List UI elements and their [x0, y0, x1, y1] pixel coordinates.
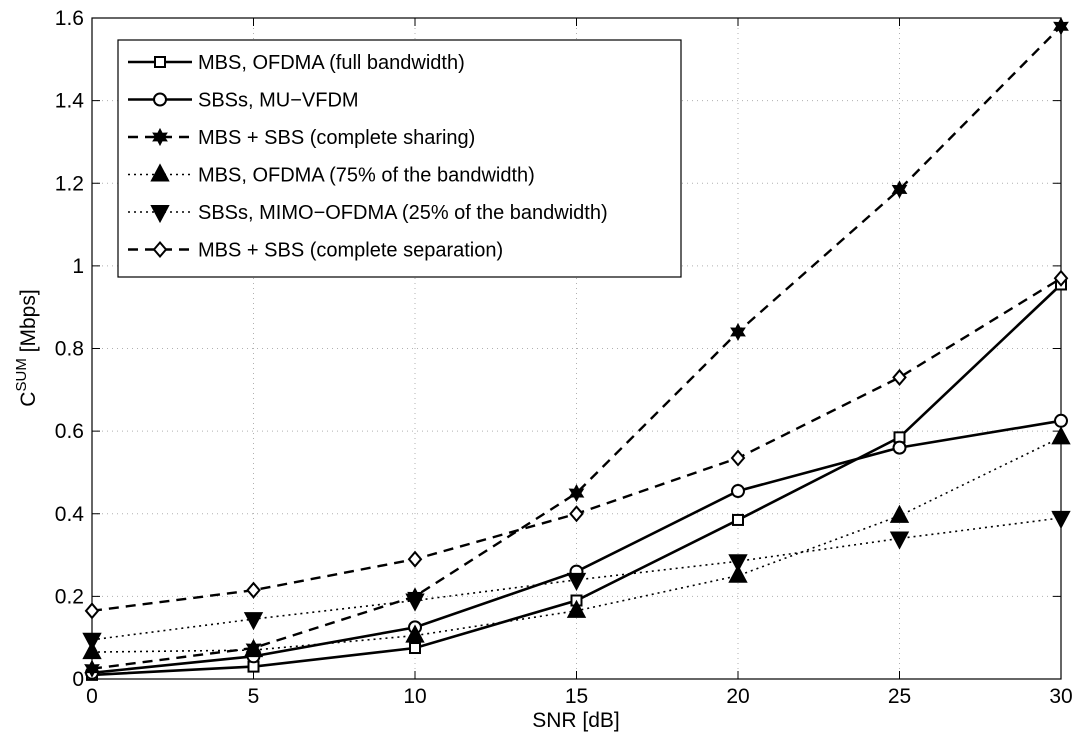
- marker-square: [732, 513, 744, 526]
- x-tick-label: 20: [726, 685, 749, 708]
- legend-item: SBSs, MIMO−OFDMA (25% of the bandwidth): [128, 202, 608, 224]
- x-tick-label: 15: [565, 685, 588, 708]
- marker-triangle-up: [566, 599, 587, 618]
- marker-triangle-up: [405, 624, 425, 643]
- y-tick-label: 1.4: [55, 90, 85, 113]
- y-tick-label: 1.2: [55, 172, 84, 195]
- marker-triangle-down: [1051, 510, 1071, 530]
- marker-hexagram: [568, 484, 585, 503]
- marker-triangle-up: [150, 163, 170, 182]
- legend: MBS, OFDMA (full bandwidth) SBSs, MU−VFDM…: [117, 39, 682, 278]
- legend-label: SBSs, MU−VFDM: [198, 90, 359, 112]
- marker-hexagram: [1053, 17, 1069, 36]
- y-tick-label: 0.2: [55, 585, 84, 608]
- marker-circle: [892, 440, 907, 455]
- legend-item: MBS + SBS (complete separation): [128, 240, 503, 262]
- marker-hexagram: [84, 659, 100, 678]
- series-layer: [82, 17, 1071, 681]
- axes: 0 5 10 15 20 25 30 0 0.2 0.4 0.6 0.8 1 1.2 1.4 1.6: [55, 7, 1073, 708]
- x-axis-label: SNR [dB]: [532, 709, 620, 732]
- series-4: [82, 510, 1071, 651]
- y-axis-label-sup: SUM: [13, 358, 30, 391]
- marker-triangle-down: [82, 632, 102, 651]
- marker-square: [409, 642, 421, 655]
- marker-diamond: [84, 602, 100, 620]
- marker-triangle-down: [150, 205, 170, 224]
- marker-triangle-up: [728, 564, 748, 583]
- y-axis-label: CSUM [Mbps]: [13, 289, 40, 406]
- marker-diamond: [892, 368, 907, 386]
- legend-item: MBS, OFDMA (full bandwidth): [128, 52, 465, 74]
- legend-label: MBS + SBS (complete separation): [198, 240, 503, 262]
- marker-triangle-up: [889, 504, 910, 523]
- legend-item: SBSs, MU−VFDM: [128, 90, 359, 112]
- plot-frame: [91, 17, 1062, 680]
- y-tick-label: 0: [72, 668, 84, 691]
- y-tick-label: 0.8: [55, 338, 84, 361]
- marker-square: [154, 56, 166, 68]
- legend-label: MBS, OFDMA (75% of the bandwidth): [198, 165, 535, 187]
- legend-item: MBS, OFDMA (75% of the bandwidth): [128, 163, 535, 187]
- x-tick-label: 30: [1049, 685, 1072, 708]
- series-3: [82, 426, 1071, 660]
- legend-label: MBS + SBS (complete sharing): [198, 127, 475, 149]
- marker-diamond: [152, 240, 168, 259]
- marker-triangle-down: [728, 554, 748, 573]
- marker-hexagram: [152, 127, 168, 147]
- marker-circle: [1054, 413, 1068, 428]
- y-tick-label: 1.6: [55, 7, 84, 30]
- legend-label: MBS, OFDMA (full bandwidth): [198, 52, 465, 74]
- legend-label: SBSs, MIMO−OFDMA (25% of the bandwidth): [198, 202, 608, 224]
- marker-triangle-up: [1051, 426, 1071, 445]
- marker-triangle-up: [243, 638, 264, 658]
- marker-hexagram: [891, 180, 908, 199]
- marker-diamond: [569, 505, 584, 523]
- marker-triangle-down: [566, 572, 587, 591]
- series-5: [84, 269, 1069, 620]
- x-tick-label: 0: [86, 685, 98, 708]
- marker-diamond: [407, 550, 423, 568]
- marker-diamond: [246, 581, 261, 599]
- y-tick-label: 0.6: [55, 420, 84, 443]
- y-axis-label-unit: [Mbps]: [17, 289, 40, 358]
- y-tick-label: 1: [72, 255, 84, 278]
- marker-triangle-down: [889, 531, 910, 550]
- marker-circle: [153, 92, 167, 107]
- marker-hexagram: [730, 322, 746, 342]
- marker-circle: [731, 484, 745, 499]
- legend-item: MBS + SBS (complete sharing): [128, 127, 475, 149]
- x-tick-label: 25: [888, 685, 911, 708]
- marker-triangle-down: [405, 593, 425, 612]
- y-axis-label-main: C: [17, 392, 40, 407]
- x-tick-label: 10: [403, 685, 426, 708]
- marker-diamond: [730, 449, 746, 467]
- y-tick-label: 0.4: [55, 503, 85, 526]
- legend-box: [117, 39, 682, 278]
- marker-triangle-down: [243, 612, 264, 631]
- marker-diamond: [1053, 269, 1069, 287]
- x-tick-label: 5: [248, 685, 260, 708]
